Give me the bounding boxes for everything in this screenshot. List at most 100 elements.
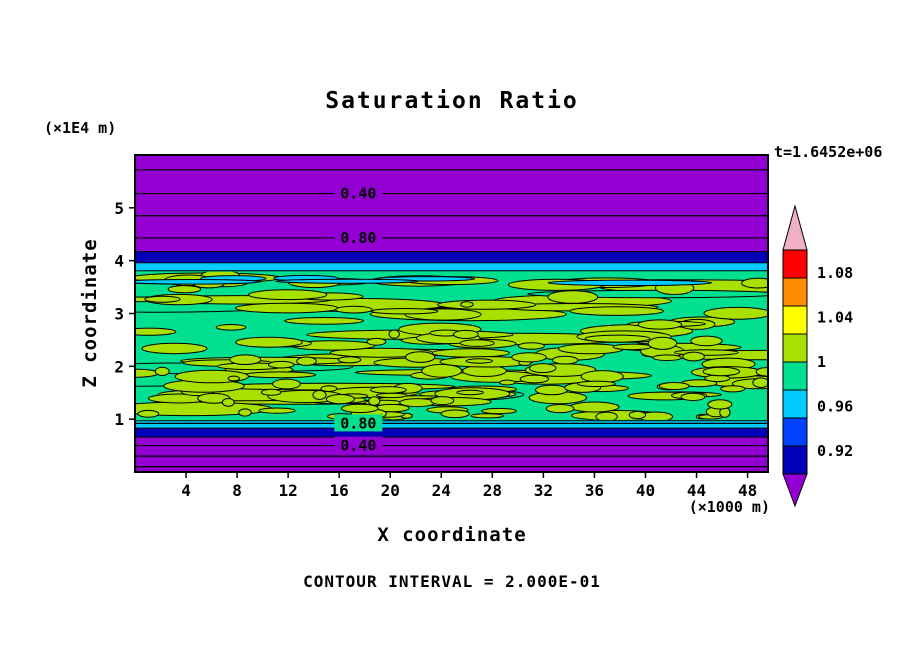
- x-axis-title: X coordinate: [377, 524, 527, 546]
- contour-blob: [244, 371, 317, 379]
- contour-blob: [720, 385, 746, 393]
- contour-blob: [368, 396, 381, 406]
- contour-label-bg: [334, 228, 383, 246]
- contour-blob: [576, 380, 616, 387]
- layer-navy-top: [135, 251, 768, 263]
- colorbar-segment: [782, 361, 808, 391]
- colorbar-tick-label: 1.04: [817, 309, 853, 327]
- contour-blob: [227, 375, 241, 382]
- colorbar-segment: [782, 249, 808, 279]
- contour-blob: [215, 324, 247, 331]
- colorbar-segment: [782, 417, 808, 447]
- y-tick-label: 4: [114, 252, 124, 271]
- contour-blob: [460, 301, 474, 308]
- contour-blob: [755, 367, 767, 377]
- contour-blob: [370, 386, 407, 394]
- colorbar-segment: [782, 445, 808, 475]
- contour-blob: [459, 339, 495, 347]
- contour-blob: [707, 399, 733, 410]
- contour-blob: [421, 363, 463, 378]
- colorbar-tick-label: 0.92: [817, 442, 853, 460]
- y-tick-label: 5: [114, 199, 124, 218]
- contour-blob: [167, 285, 202, 294]
- x-tick-label: 12: [279, 481, 298, 500]
- contour-blob: [741, 277, 767, 289]
- contour-line-label: 0.80: [340, 414, 376, 432]
- contour-blob: [437, 299, 537, 310]
- x-tick-label: 8: [232, 481, 242, 500]
- contour-blob: [456, 389, 484, 396]
- contour-blob: [569, 306, 665, 316]
- contour-blob: [275, 278, 420, 284]
- contour-blob: [584, 334, 651, 343]
- colorbar-arrow-bottom: [782, 473, 808, 508]
- contour-blob: [652, 354, 682, 362]
- x-tick-label: 20: [381, 481, 400, 500]
- contour-blob: [511, 352, 547, 363]
- contour-blob: [137, 409, 160, 418]
- y-axis-unit-label: (×1E4 m): [44, 119, 117, 137]
- colorbar-arrow-top: [782, 204, 808, 251]
- contour-blob: [440, 409, 470, 419]
- contour-blob: [481, 407, 517, 415]
- contour-blob: [470, 413, 505, 419]
- contour-blob: [547, 290, 599, 304]
- contour-blob: [551, 355, 579, 365]
- contour-blob: [517, 342, 546, 350]
- contour-blob: [154, 366, 170, 376]
- x-tick-label: 32: [534, 481, 553, 500]
- contour-blob: [238, 408, 252, 417]
- contour-blob: [229, 354, 262, 366]
- contour-blob: [453, 329, 479, 339]
- contour-blob: [703, 306, 767, 320]
- contour-blob: [320, 385, 338, 393]
- contour-blob: [144, 295, 181, 303]
- contour-blob: [234, 302, 340, 314]
- contour-blob: [547, 279, 713, 286]
- layer-purple-top: [135, 155, 768, 252]
- contour-blob: [628, 410, 647, 420]
- layer-navy-bottom: [135, 428, 768, 438]
- contour-blob: [647, 336, 678, 350]
- contour-blob: [341, 403, 379, 414]
- contour-blob: [296, 356, 317, 366]
- contour-label-bg: [334, 436, 383, 454]
- contour-blob: [267, 360, 295, 369]
- contour-blob: [248, 289, 328, 301]
- contour-line-label: 0.40: [340, 185, 376, 203]
- contour-blob: [535, 384, 568, 396]
- contour-blob: [752, 377, 767, 388]
- contour-blob: [272, 378, 301, 390]
- contour-blob: [690, 335, 723, 347]
- contour-blob: [658, 382, 690, 390]
- chart-title: Saturation Ratio: [325, 88, 579, 114]
- x-tick-label: 48: [738, 481, 757, 500]
- contour-blob: [284, 317, 365, 325]
- colorbar-segment: [782, 305, 808, 335]
- contour-blob: [595, 411, 618, 420]
- contour-line-label: 0.80: [340, 229, 376, 247]
- x-axis-unit-label: (×1000 m): [688, 498, 770, 516]
- x-tick-label: 40: [636, 481, 655, 500]
- contour-blob: [465, 358, 494, 364]
- colorbar-segment: [782, 277, 808, 307]
- x-tick-label: 16: [330, 481, 349, 500]
- x-tick-label: 4: [181, 481, 191, 500]
- contour-blob: [335, 305, 373, 314]
- contour-blob: [612, 343, 652, 351]
- contour-blob: [260, 388, 282, 396]
- x-tick-label: 44: [687, 481, 706, 500]
- contour-blob: [680, 392, 706, 401]
- contour-blob: [702, 366, 741, 377]
- contour-blob: [258, 407, 296, 414]
- contour-blob: [141, 342, 208, 355]
- contour-line-label: 0.40: [340, 437, 376, 455]
- contour-blob: [682, 351, 705, 362]
- contour-blob: [325, 394, 355, 405]
- contour-blob: [136, 279, 261, 285]
- contour-label-bg: [334, 414, 383, 432]
- layer-cyan-top: [135, 262, 768, 271]
- time-annotation: t=1.6452e+06: [774, 143, 883, 161]
